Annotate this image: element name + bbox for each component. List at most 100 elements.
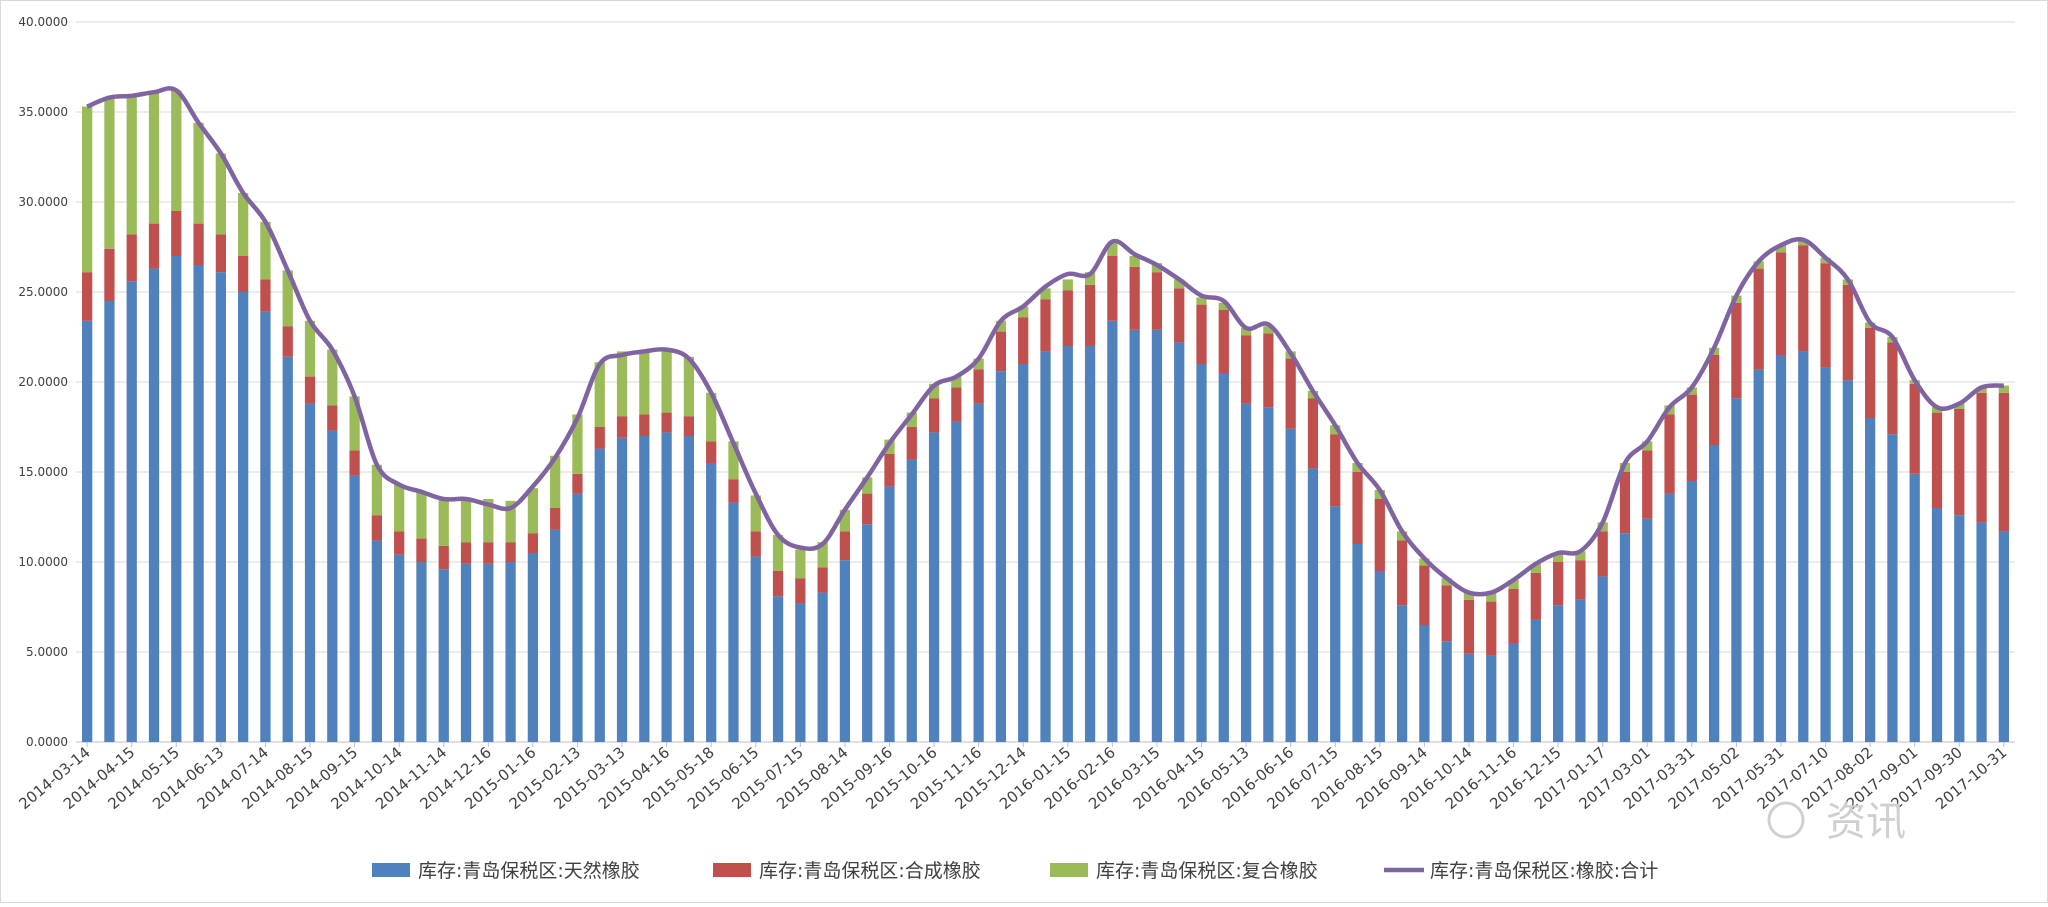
watermark: 资讯: [1767, 799, 1906, 845]
bar-segment: [1330, 506, 1341, 742]
bar-segment: [1040, 351, 1051, 742]
bar-segment: [193, 265, 204, 742]
bar-segment: [1174, 279, 1185, 289]
bar-segment: [215, 153, 226, 235]
bar-segment: [594, 427, 605, 449]
bar-segment: [282, 326, 293, 357]
bar-segment: [1931, 412, 1943, 508]
bar-segment: [616, 351, 628, 417]
bar-segment: [817, 567, 828, 593]
bar-segment: [1575, 560, 1586, 600]
bar-segment: [1374, 490, 1385, 499]
bar-segment: [1174, 342, 1185, 742]
bar-segment: [550, 455, 561, 508]
bar-segment: [1419, 558, 1430, 566]
bar-segment: [1240, 403, 1252, 742]
bar-segment: [1240, 328, 1252, 336]
bar-segment: [505, 542, 516, 562]
bar-segment: [1330, 434, 1341, 507]
bar-segment: [951, 387, 962, 422]
bar-segment: [1174, 288, 1185, 343]
bar-segment: [973, 403, 984, 742]
bar-segment: [1820, 367, 1831, 742]
bar-segment: [884, 454, 895, 487]
bar-segment: [772, 596, 784, 742]
bar-segment: [683, 436, 695, 742]
bar-segment: [282, 356, 293, 742]
bar-segment: [238, 193, 249, 256]
bar-segment: [1396, 531, 1408, 541]
bar-segment: [1597, 531, 1608, 577]
bar-segment: [82, 320, 93, 742]
bar-segment: [728, 502, 739, 742]
bar-segment: [460, 563, 472, 742]
bar-segment: [951, 421, 962, 742]
bar-segment: [639, 436, 650, 742]
bar-segment: [126, 281, 137, 742]
bar-segment: [416, 491, 427, 539]
bar-segment: [438, 545, 449, 570]
bar-segment: [1486, 601, 1497, 656]
bar-segment: [1151, 329, 1163, 742]
bar-segment: [1508, 589, 1519, 643]
bar-segment: [1619, 472, 1631, 534]
bar-segment: [82, 272, 93, 321]
bar-segment: [683, 416, 695, 436]
bar-segment: [1909, 473, 1920, 742]
bar-segment: [1374, 499, 1385, 571]
bar-segment: [1619, 533, 1631, 742]
bar-segment: [1129, 329, 1140, 742]
bar-segment: [126, 95, 137, 235]
bar-segment: [371, 464, 383, 516]
bar-segment: [1307, 398, 1319, 469]
bar-segment: [1107, 256, 1118, 321]
bar-segment: [1753, 369, 1764, 742]
legend-label: 库存:青岛保税区:复合橡胶: [1096, 860, 1318, 882]
total-line: [86, 86, 2005, 597]
bar-segment: [550, 508, 561, 530]
bar-segment: [1263, 326, 1274, 334]
bar-segment: [683, 356, 695, 417]
bar-segment: [594, 362, 605, 427]
bar-segment: [1552, 605, 1564, 742]
bar-segment: [1708, 445, 1720, 742]
bar-segment: [1731, 302, 1742, 399]
bar-segment: [750, 531, 761, 557]
bar-segment: [1530, 572, 1541, 620]
bar-segment: [728, 441, 739, 480]
bar-segment: [1887, 434, 1898, 742]
bar-segment: [1218, 373, 1229, 742]
bar-segment: [995, 331, 1007, 372]
bar-segment: [260, 221, 271, 280]
bar-segment: [82, 106, 93, 273]
bar-segment: [1998, 531, 2009, 742]
bar-segment: [148, 223, 160, 269]
bar-segment: [371, 540, 383, 742]
bar-segment: [639, 414, 650, 436]
bar-segment: [1954, 403, 1965, 409]
bar-segment: [1530, 563, 1541, 573]
bar-segment: [1686, 481, 1697, 742]
bar-segment: [1129, 256, 1140, 267]
bar-segment: [1018, 317, 1029, 364]
bar-segment: [550, 529, 561, 742]
bar-segment: [1441, 578, 1452, 586]
bar-segment: [1887, 342, 1898, 435]
bar-segment: [171, 256, 182, 742]
bar-segment: [973, 369, 984, 404]
bar-segment: [1931, 407, 1943, 413]
bar-segment: [1151, 263, 1163, 273]
bar-segment: [1107, 320, 1118, 742]
bar-segment: [171, 90, 182, 211]
bar-segment: [706, 441, 717, 463]
bar-segment: [1597, 576, 1608, 742]
bar-segment: [349, 396, 360, 451]
bar-segment: [1285, 428, 1296, 742]
bar-segment: [772, 535, 784, 571]
bar-segment: [661, 432, 672, 742]
bar-segment: [371, 515, 383, 541]
bar-segment: [1731, 398, 1742, 742]
bar-segment: [661, 349, 672, 413]
bar-segment: [862, 477, 873, 494]
bar-segment: [1842, 284, 1853, 381]
